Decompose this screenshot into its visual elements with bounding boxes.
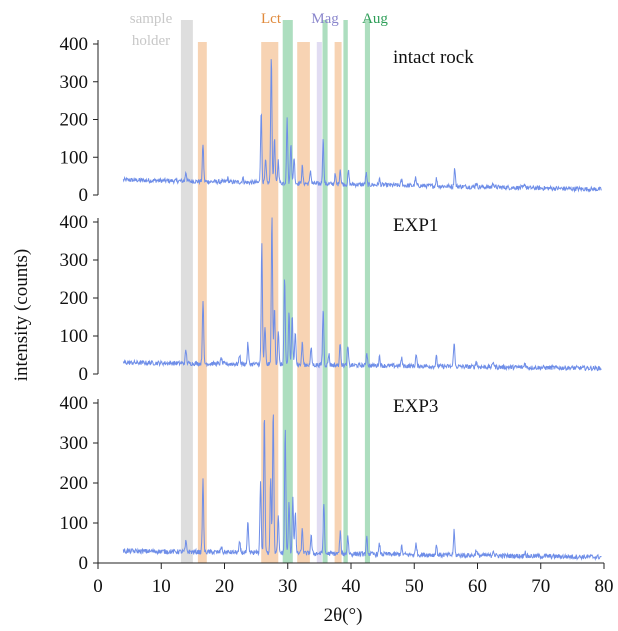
phase-bands [180, 20, 370, 563]
band-label-holder: holder [132, 33, 170, 49]
band-lct-1 [197, 42, 207, 563]
x-tick-label-8: 80 [595, 576, 614, 597]
band-aug-6 [282, 20, 293, 563]
band-lct-4 [334, 42, 342, 563]
trace-2 [122, 414, 602, 561]
panel-label-intact-rock: intact rock [393, 47, 474, 68]
band-lct-3 [297, 42, 310, 563]
x-tick-label-4: 40 [342, 576, 361, 597]
y-tick-label-2-0: 0 [79, 553, 89, 574]
y-tick-label-0-2: 200 [60, 110, 89, 131]
phase-band-labels: sample holder Lct Mag Aug [130, 11, 389, 49]
y-tick-label-1-4: 400 [60, 212, 89, 233]
y-tick-label-2-3: 300 [60, 433, 89, 454]
y-tick-label-1-1: 100 [60, 326, 89, 347]
x-tick-label-3: 30 [278, 576, 297, 597]
band-aug-8 [343, 20, 348, 563]
y-tick-label-0-0: 0 [79, 185, 89, 206]
band-mag-5 [316, 42, 322, 563]
y-tick-label-2-2: 200 [60, 473, 89, 494]
axes: 0 100 200 300 400 0 100 200 300 400 0 100 200 300 400 0… [60, 34, 614, 597]
y-tick-label-2-1: 100 [60, 513, 89, 534]
diffraction-traces [122, 59, 602, 561]
band-label-aug: Aug [362, 11, 388, 27]
y-tick-label-1-2: 200 [60, 288, 89, 309]
y-axis-title: intensity (counts) [11, 249, 32, 381]
x-tick-label-0: 0 [93, 576, 103, 597]
trace-1 [122, 217, 602, 372]
band-label-sample: sample [130, 11, 173, 27]
band-label-mag: Mag [311, 11, 339, 27]
y-tick-label-0-3: 300 [60, 72, 89, 93]
y-tick-label-0-4: 400 [60, 34, 89, 55]
x-tick-label-2: 20 [215, 576, 234, 597]
x-tick-label-5: 50 [405, 576, 424, 597]
y-tick-label-1-0: 0 [79, 364, 89, 385]
x-tick-label-1: 10 [152, 576, 171, 597]
y-tick-label-2-4: 400 [60, 393, 89, 414]
panel-label-exp1: EXP1 [393, 215, 438, 236]
trace-0 [122, 59, 602, 194]
band-aug-7 [322, 20, 328, 563]
band-aug-9 [364, 20, 370, 563]
y-tick-label-0-1: 100 [60, 147, 89, 168]
x-tick-label-7: 70 [531, 576, 550, 597]
y-tick-label-1-3: 300 [60, 250, 89, 271]
band-label-lct: Lct [261, 11, 282, 27]
x-axis-title: 2θ(°) [324, 605, 363, 626]
panel-labels: intact rock EXP1 EXP3 [393, 47, 474, 417]
x-tick-label-6: 60 [468, 576, 487, 597]
panel-label-exp3: EXP3 [393, 396, 438, 417]
band-sample-holder-0 [180, 20, 193, 563]
